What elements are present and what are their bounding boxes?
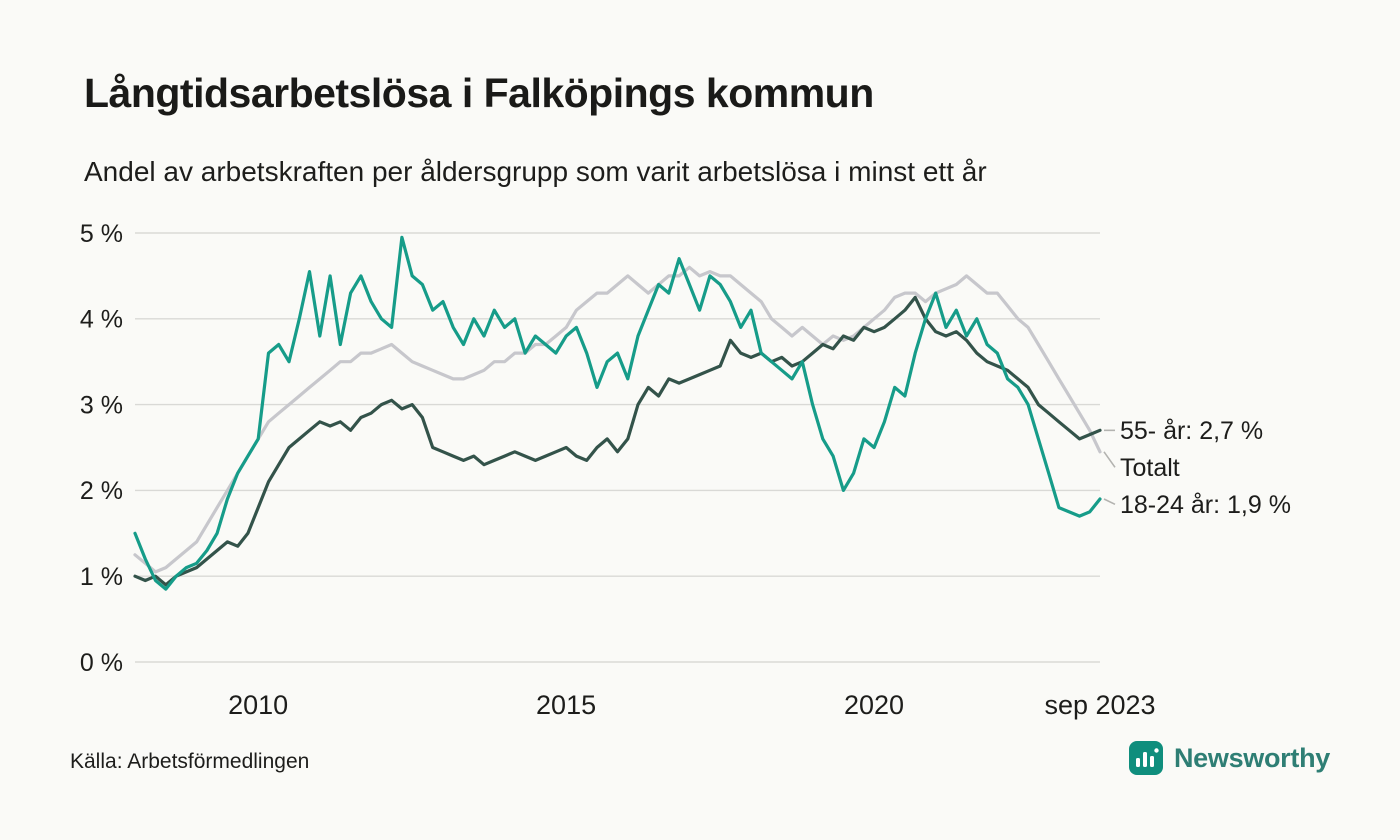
y-axis-tick-label: 1 % (80, 563, 123, 591)
series-end-label: 18-24 år: 1,9 % (1120, 491, 1291, 519)
y-axis-tick-label: 3 % (80, 391, 123, 419)
page-subtitle: Andel av arbetskraften per åldersgrupp s… (84, 156, 987, 187)
x-axis-tick-label: 2010 (228, 690, 288, 720)
y-axis-tick-label: 4 % (80, 306, 123, 334)
y-axis-tick-label: 2 % (80, 477, 123, 505)
source-note: Källa: Arbetsförmedlingen (70, 750, 310, 773)
series-end-label: 55- år: 2,7 % (1120, 417, 1263, 445)
series-line-18-24-r (133, 235, 1102, 591)
label-leader-line (1103, 498, 1116, 506)
label-leader-line (1103, 451, 1116, 468)
brand-name: Newsworthy (1173, 742, 1330, 773)
newsworthy-icon (1128, 741, 1163, 775)
y-axis-tick-label: 0 % (80, 649, 123, 677)
series-end-label: Totalt (1120, 454, 1180, 482)
x-axis-tick-label: 2015 (536, 690, 596, 720)
brand-logo: Newsworthy (1128, 740, 1330, 776)
series-line-55-r (133, 295, 1102, 587)
x-axis-tick-label: sep 2023 (1044, 690, 1155, 720)
page-title: Långtidsarbetslösa i Falköpings kommun (84, 70, 874, 116)
series-line-totalt (133, 265, 1102, 574)
x-axis-tick-label: 2020 (844, 690, 904, 720)
y-axis-tick-label: 5 % (80, 220, 123, 248)
